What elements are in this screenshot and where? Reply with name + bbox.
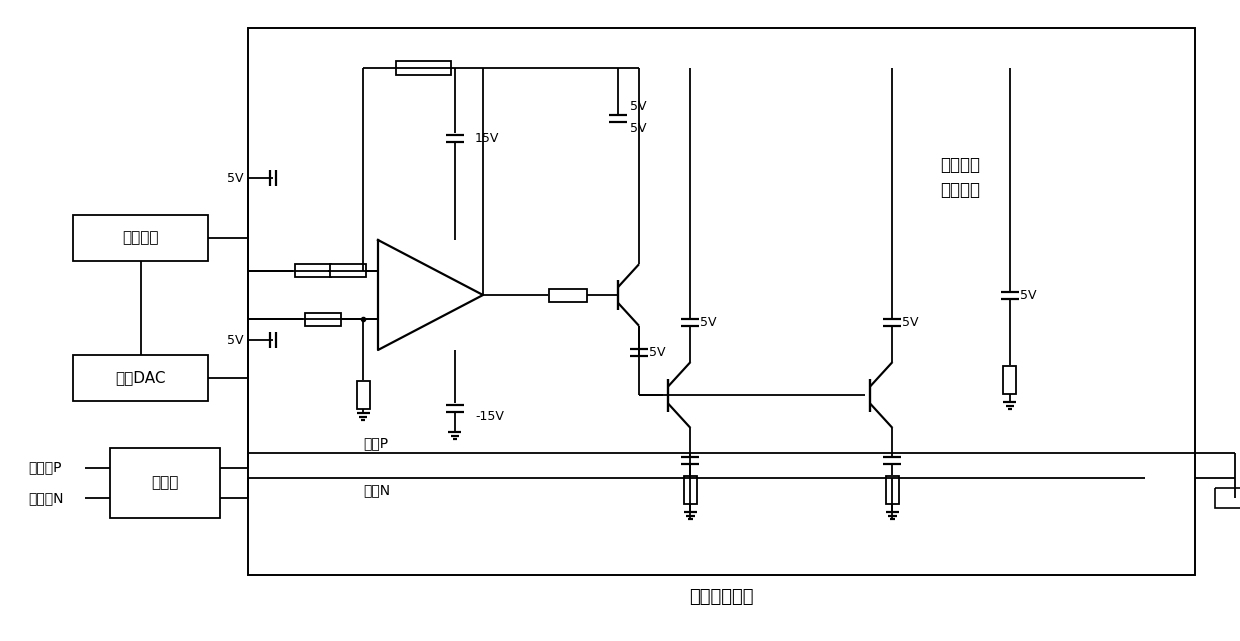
Bar	[305, 313, 341, 326]
Text: 15V: 15V	[475, 131, 500, 144]
Bar	[887, 476, 899, 504]
Text: 比较器: 比较器	[151, 476, 179, 490]
Text: 调节电路: 调节电路	[940, 181, 980, 199]
Bar	[110, 448, 219, 518]
Bar	[1215, 488, 1240, 508]
Text: 幅度线性: 幅度线性	[940, 156, 980, 174]
Text: 5V: 5V	[630, 99, 646, 113]
Text: 串行DAC: 串行DAC	[115, 370, 166, 385]
Bar	[549, 288, 587, 301]
Bar	[248, 28, 1195, 575]
Bar	[73, 215, 208, 261]
Text: 5V: 5V	[701, 315, 717, 328]
Text: 直流偏置电路: 直流偏置电路	[689, 588, 754, 606]
Text: 正弦波N: 正弦波N	[29, 492, 63, 505]
Bar	[684, 476, 697, 504]
Text: 方波N: 方波N	[363, 483, 391, 497]
Bar	[396, 61, 450, 75]
Text: 5V: 5V	[227, 333, 243, 347]
Text: 5V: 5V	[227, 172, 243, 185]
Bar	[73, 355, 208, 401]
Bar	[1003, 366, 1017, 394]
Text: 线性电压: 线性电压	[123, 231, 159, 246]
Text: 5V: 5V	[903, 315, 919, 328]
Text: 正弦波P: 正弦波P	[29, 461, 62, 474]
Text: 5V: 5V	[630, 122, 646, 135]
Text: 5V: 5V	[1021, 288, 1037, 301]
Text: 5V: 5V	[649, 345, 666, 358]
Bar	[357, 381, 370, 409]
Text: -15V: -15V	[475, 410, 503, 422]
Text: 方波P: 方波P	[363, 436, 388, 450]
Bar	[330, 264, 366, 278]
Bar	[295, 264, 331, 278]
